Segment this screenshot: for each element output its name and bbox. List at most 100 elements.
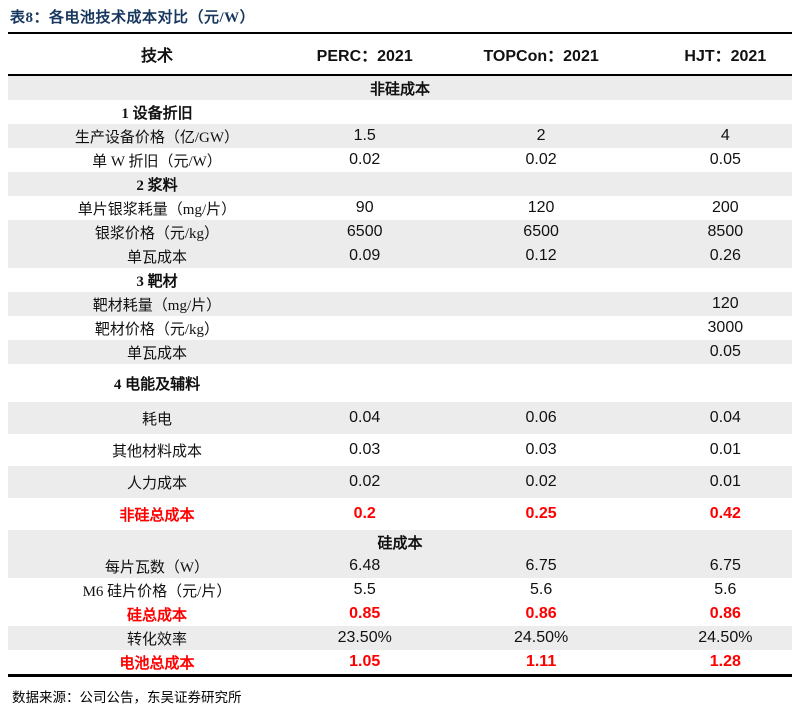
row-label: 其他材料成本 [111, 443, 202, 460]
cell-value: 5.5 [353, 581, 376, 598]
cell-value: 6.75 [525, 557, 557, 574]
cell-value: 0.05 [709, 151, 741, 168]
section-label: 硅成本 [377, 535, 423, 552]
cell-value: 0.06 [525, 409, 557, 426]
table-row: M6 硅片价格（元/片） 5.5 5.6 5.6 [8, 578, 792, 602]
bottom-rule [8, 674, 792, 677]
cell-value: 90 [355, 199, 374, 216]
row-label: 单瓦成本 [126, 249, 187, 266]
total-row: 非硅总成本 0.2 0.25 0.42 [8, 498, 792, 530]
total-row: 硅总成本 0.85 0.86 0.86 [8, 602, 792, 626]
cell-value: 3000 [707, 319, 744, 336]
cell-value: 23.50% [337, 629, 392, 646]
cell-value: 0.04 [349, 409, 381, 426]
section-label: 非硅成本 [369, 81, 430, 98]
row-label: 转化效率 [126, 631, 187, 648]
row-label: 单片银浆耗量（mg/片） [77, 201, 237, 218]
cell-value: 6500 [346, 223, 383, 240]
section-header-row: 硅成本 [8, 530, 792, 554]
table-body: 非硅成本 1 设备折旧生产设备价格（亿/GW） 1.5 2 4 单 W 折旧（元/W） 0.… [8, 76, 792, 674]
cell-value: 0.86 [709, 605, 741, 622]
cell-value: 8500 [707, 223, 744, 240]
total-row: 电池总成本 1.05 1.11 1.28 [8, 650, 792, 674]
cell-value: 24.50% [698, 629, 753, 646]
cell-value: 0.02 [349, 473, 381, 490]
row-label: 1 设备折旧 [121, 105, 193, 122]
row-label: 单瓦成本 [126, 345, 187, 362]
cell-value: 0.04 [709, 409, 741, 426]
table-row: 银浆价格（元/kg） 6500 6500 8500 [8, 220, 792, 244]
row-label: 每片瓦数（W） [104, 559, 210, 576]
cell-value: 120 [527, 199, 555, 216]
row-label: 人力成本 [126, 475, 187, 492]
row-label: 电池总成本 [119, 655, 195, 672]
row-label: M6 硅片价格（元/片） [82, 583, 232, 600]
cell-value: 24.50% [513, 629, 569, 646]
table-row: 单 W 折旧（元/W） 0.02 0.02 0.05 [8, 148, 792, 172]
row-label: 2 浆料 [136, 177, 178, 194]
cell-value: 0.02 [525, 151, 557, 168]
table-row: 单瓦成本 0.05 [8, 340, 792, 364]
row-label: 单 W 折旧（元/W） [92, 153, 222, 170]
table-row: 靶材耗量（mg/片） 120 [8, 292, 792, 316]
cell-value: 6.75 [709, 557, 741, 574]
data-source-note: 数据来源：公司公告，东吴证券研究所 [12, 690, 242, 705]
cell-value: 0.85 [349, 605, 381, 622]
header-col-hjt: HJT：2021 [684, 48, 767, 65]
cell-value: 1.28 [709, 653, 741, 670]
table-row: 靶材价格（元/kg） 3000 [8, 316, 792, 340]
cell-value: 0.03 [349, 441, 381, 458]
cell-value: 2 [536, 127, 546, 144]
group-header-row: 1 设备折旧 [8, 100, 792, 124]
cell-value: 200 [711, 199, 739, 216]
header-col-technology: 技术 [140, 48, 173, 65]
cell-value: 0.03 [525, 441, 557, 458]
row-label: 银浆价格（元/kg） [94, 225, 220, 242]
section-header-row: 非硅成本 [8, 76, 792, 100]
table-title: 表8：各电池技术成本对比（元/W） [10, 10, 256, 26]
table-row: 生产设备价格（亿/GW） 1.5 2 4 [8, 124, 792, 148]
cell-value: 0.01 [709, 441, 741, 458]
cell-value: 0.26 [709, 247, 741, 264]
cell-value: 6.48 [349, 557, 381, 574]
cell-value: 0.12 [525, 247, 557, 264]
cell-value: 120 [711, 295, 739, 312]
row-label: 4 电能及辅料 [113, 376, 201, 393]
cell-value: 0.25 [525, 505, 557, 522]
cell-value: 5.6 [714, 581, 737, 598]
table-row: 单瓦成本 0.09 0.12 0.26 [8, 244, 792, 268]
table-row: 单片银浆耗量（mg/片） 90 120 200 [8, 196, 792, 220]
cell-value: 0.42 [709, 505, 741, 522]
cell-value: 0.02 [349, 151, 381, 168]
cell-value: 4 [720, 127, 730, 144]
table-header-row: 技术 PERC：2021 TOPCon：2021 HJT：2021 [8, 34, 792, 74]
cell-value: 0.01 [709, 473, 741, 490]
row-label: 耗电 [141, 411, 172, 428]
table-row: 其他材料成本 0.03 0.03 0.01 [8, 434, 792, 466]
header-rule [8, 74, 792, 76]
cell-value: 0.02 [525, 473, 557, 490]
cell-value: 0.09 [349, 247, 381, 264]
group-header-row: 3 靶材 [8, 268, 792, 292]
cell-value: 0.2 [353, 505, 376, 522]
cell-value: 0.86 [525, 605, 557, 622]
top-rule [8, 32, 792, 34]
row-label: 硅总成本 [126, 607, 187, 624]
row-label: 靶材价格（元/kg） [94, 321, 220, 338]
row-label: 非硅总成本 [119, 507, 195, 524]
group-header-row: 4 电能及辅料 [8, 364, 792, 402]
cell-value: 1.11 [525, 653, 557, 670]
cell-value: 6500 [523, 223, 559, 240]
cell-value: 0.05 [709, 343, 741, 360]
table-row: 转化效率 23.50% 24.50% 24.50% [8, 626, 792, 650]
table-row: 人力成本 0.02 0.02 0.01 [8, 466, 792, 498]
row-label: 3 靶材 [136, 273, 178, 290]
row-label: 生产设备价格（亿/GW） [74, 129, 240, 146]
cell-value: 1.5 [353, 127, 376, 144]
group-header-row: 2 浆料 [8, 172, 792, 196]
cell-value: 5.6 [529, 581, 553, 598]
row-label: 靶材耗量（mg/片） [92, 297, 222, 314]
header-col-perc: PERC：2021 [316, 48, 413, 65]
table-row: 耗电 0.04 0.06 0.04 [8, 402, 792, 434]
